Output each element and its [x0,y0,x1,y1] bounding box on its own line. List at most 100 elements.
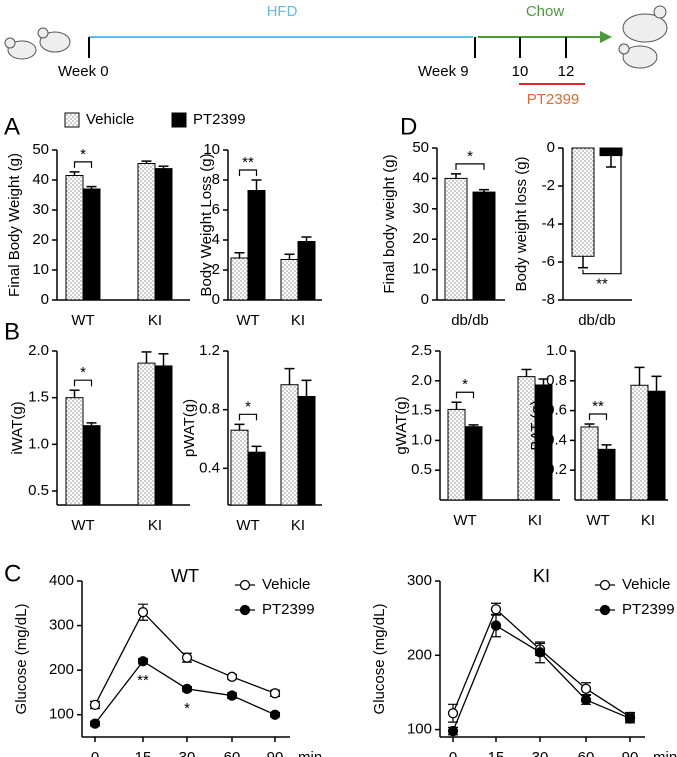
significance-label: ** [596,276,608,293]
marker [269,709,281,720]
bar [280,384,299,506]
y-tick-label: -6 [542,253,555,270]
y-tick-label: 100 [49,706,74,723]
y-tick-label: 100 [407,721,432,738]
x-tick-label: 15 [488,749,505,757]
y-tick-label: 1.5 [28,389,49,406]
y-tick-label: 40 [412,169,429,186]
y-tick-label: 30 [32,201,49,218]
panel-label: B [4,318,20,345]
bar [82,188,101,301]
y-axis-label: Glucose (mg/dL) [13,604,30,715]
legend-label: PT2399 [262,601,315,618]
legend-marker [599,604,611,616]
timeline-arrow [600,31,612,43]
y-tick-label: 200 [407,646,432,663]
significance-label: * [462,376,468,393]
bar [297,395,316,506]
legend-swatch [64,112,80,128]
week-label: 10 [512,63,529,80]
y-tick-label: 2.5 [411,342,432,359]
week-label: 12 [558,63,575,80]
significance-label: * [184,700,190,717]
bar [472,191,496,301]
x-tick-label: WT [71,312,94,329]
significance-label: * [245,398,251,415]
x-tick-label: db/db [451,312,489,329]
x-tick-label: 30 [532,749,549,757]
panel-label: A [4,113,20,140]
y-axis-label: pWAT(g) [181,399,198,457]
x-tick-label: 90 [267,749,284,757]
significance-label: ** [242,154,254,171]
diet-label: HFD [267,3,298,20]
y-tick-label: 40 [32,171,49,188]
marker [490,620,502,631]
y-tick-label: 0.6 [546,402,567,419]
panel-label: D [400,113,417,140]
legend-label: PT2399 [193,111,246,128]
y-axis-label: Body weight loss (g) [513,156,530,291]
y-tick-label: -2 [542,177,555,194]
x-axis-label: min [653,749,677,757]
x-tick-label: WT [453,512,476,529]
significance-bracket [455,163,485,170]
marker [89,718,101,729]
bar [154,168,173,301]
marker [226,690,238,701]
y-tick-label: 0.2 [546,461,567,478]
bar [647,390,666,501]
x-tick-label: KI [528,512,542,529]
x-tick-label: 0 [91,749,99,757]
y-tick-label: 0.4 [546,431,567,448]
y-tick-label: 0.4 [199,459,220,476]
significance-bracket [238,169,258,176]
marker [534,647,546,658]
marker [269,688,281,699]
marker [580,683,592,694]
x-tick-label: 60 [224,749,241,757]
legend-swatch [171,112,187,128]
y-tick-label: 0.5 [28,482,49,499]
legend-marker [239,579,251,591]
y-tick-label: 2.0 [411,372,432,389]
y-tick-label: 10 [203,141,220,158]
significance-bracket [73,379,93,387]
bar [82,425,101,506]
marker [580,694,592,706]
x-tick-label: 15 [135,749,152,757]
legend-label: PT2399 [622,601,675,618]
legend-label: Vehicle [86,111,134,128]
legend-label: Vehicle [622,576,670,593]
marker [447,725,459,737]
bar [571,147,595,257]
marker [490,604,502,615]
y-axis-label: Final body weight (g) [381,154,398,293]
y-axis-label: Glucose (mg/dL) [371,604,388,715]
significance-bracket [238,413,258,421]
y-tick-label: 10 [32,261,49,278]
bar [230,257,249,301]
y-tick-label: 1.2 [199,342,220,359]
marker [89,699,101,711]
diet-label: Chow [526,3,565,20]
y-tick-label: 0.8 [199,401,220,418]
y-tick-label: 300 [49,617,74,634]
bar [137,163,156,301]
marker [181,652,193,663]
y-tick-label: 6 [212,201,220,218]
significance-label: * [467,148,473,165]
bar [65,175,84,301]
y-tick-label: 30 [412,200,429,217]
y-tick-label: 20 [412,230,429,247]
y-axis-label: iWAT(g) [9,401,26,454]
bar [580,426,599,501]
x-tick-label: 60 [578,749,595,757]
x-tick-label: KI [291,517,305,534]
y-tick-label: 0 [212,291,220,308]
y-axis-label: gWAT(g) [393,396,410,454]
bar [444,177,468,301]
x-tick-label: WT [236,312,259,329]
week-label: Week 0 [58,63,109,80]
